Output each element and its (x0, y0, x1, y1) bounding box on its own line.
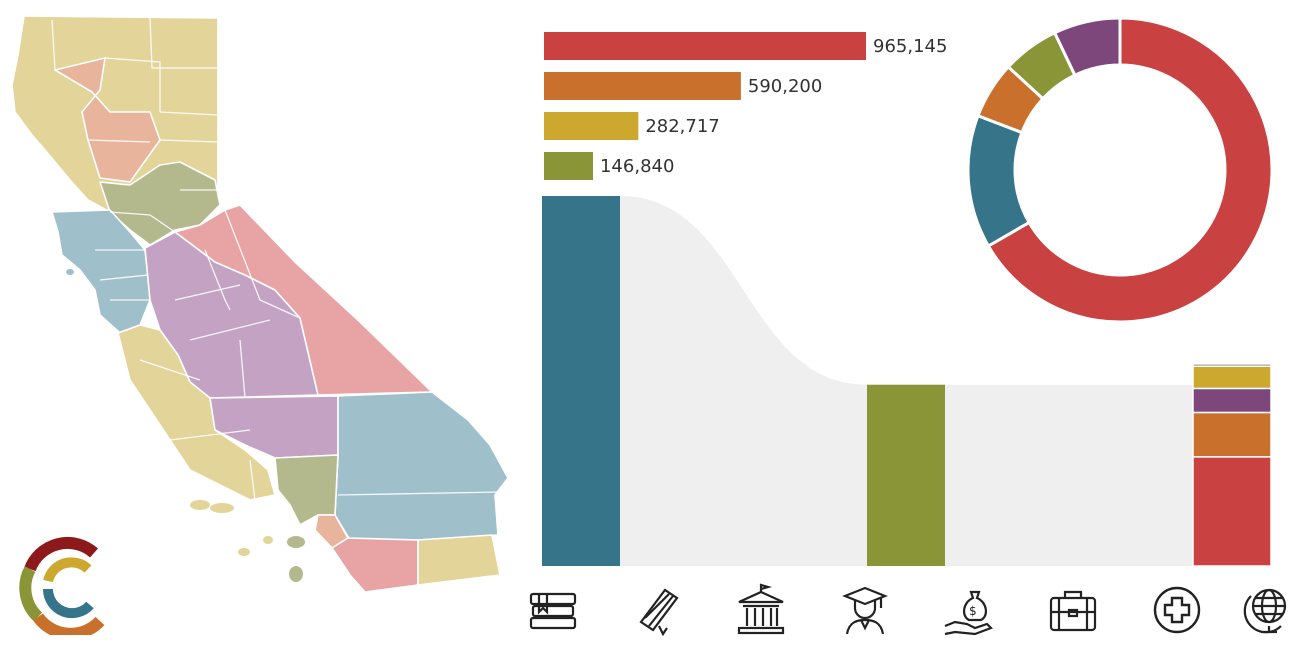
california-county-map (11, 15, 509, 593)
university-building-icon (737, 583, 785, 635)
globe-icon (1243, 588, 1287, 634)
diploma-scroll-icon (639, 588, 679, 637)
sankey-node-1 (867, 384, 945, 566)
map-region-north-interior (54, 57, 161, 183)
sankey-flow-1 (945, 384, 1193, 566)
donut-chart (966, 16, 1274, 324)
c-logo-icon (19, 537, 105, 635)
map-region-los-angeles (274, 454, 339, 526)
bar-value-label-3: 146,840 (600, 156, 674, 177)
donut-slice-4 (1052, 16, 1122, 78)
medical-cross-icon (1153, 586, 1201, 634)
sankey-segment-3 (1192, 365, 1272, 390)
sankey-segment-1 (1192, 411, 1272, 458)
bar-2 (544, 112, 639, 140)
graduate-icon (842, 586, 888, 635)
map-region-desert (334, 391, 509, 541)
sankey-flow-0 (620, 196, 867, 566)
sankey-segment-4 (1192, 363, 1272, 367)
money-bag-hand-icon: $ (944, 590, 993, 636)
sankey-segment-0 (1192, 456, 1272, 567)
map-region-sacramento (99, 161, 221, 246)
bar-value-label-2: 282,717 (645, 116, 719, 137)
bar-chart: 965,145 590,200 282,717 146,840 (544, 32, 947, 180)
sankey-node-0 (542, 196, 620, 566)
map-region-san-diego (331, 537, 419, 593)
bar-1 (544, 72, 741, 100)
bar-value-label-0: 965,145 (873, 36, 947, 57)
map-region-central-coast (117, 324, 276, 501)
bar-value-label-1: 590,200 (748, 76, 822, 97)
sankey-segment-2 (1192, 387, 1272, 414)
bar-0 (544, 32, 866, 60)
map-region-imperial (417, 534, 501, 586)
icon-row: $ (525, 582, 1295, 638)
donut-slice-0 (986, 16, 1274, 324)
sankey-chart (542, 196, 1272, 567)
briefcase-icon (1049, 590, 1097, 632)
books-icon (529, 592, 577, 630)
svg-text:$: $ (969, 604, 977, 618)
bar-3 (544, 152, 593, 180)
